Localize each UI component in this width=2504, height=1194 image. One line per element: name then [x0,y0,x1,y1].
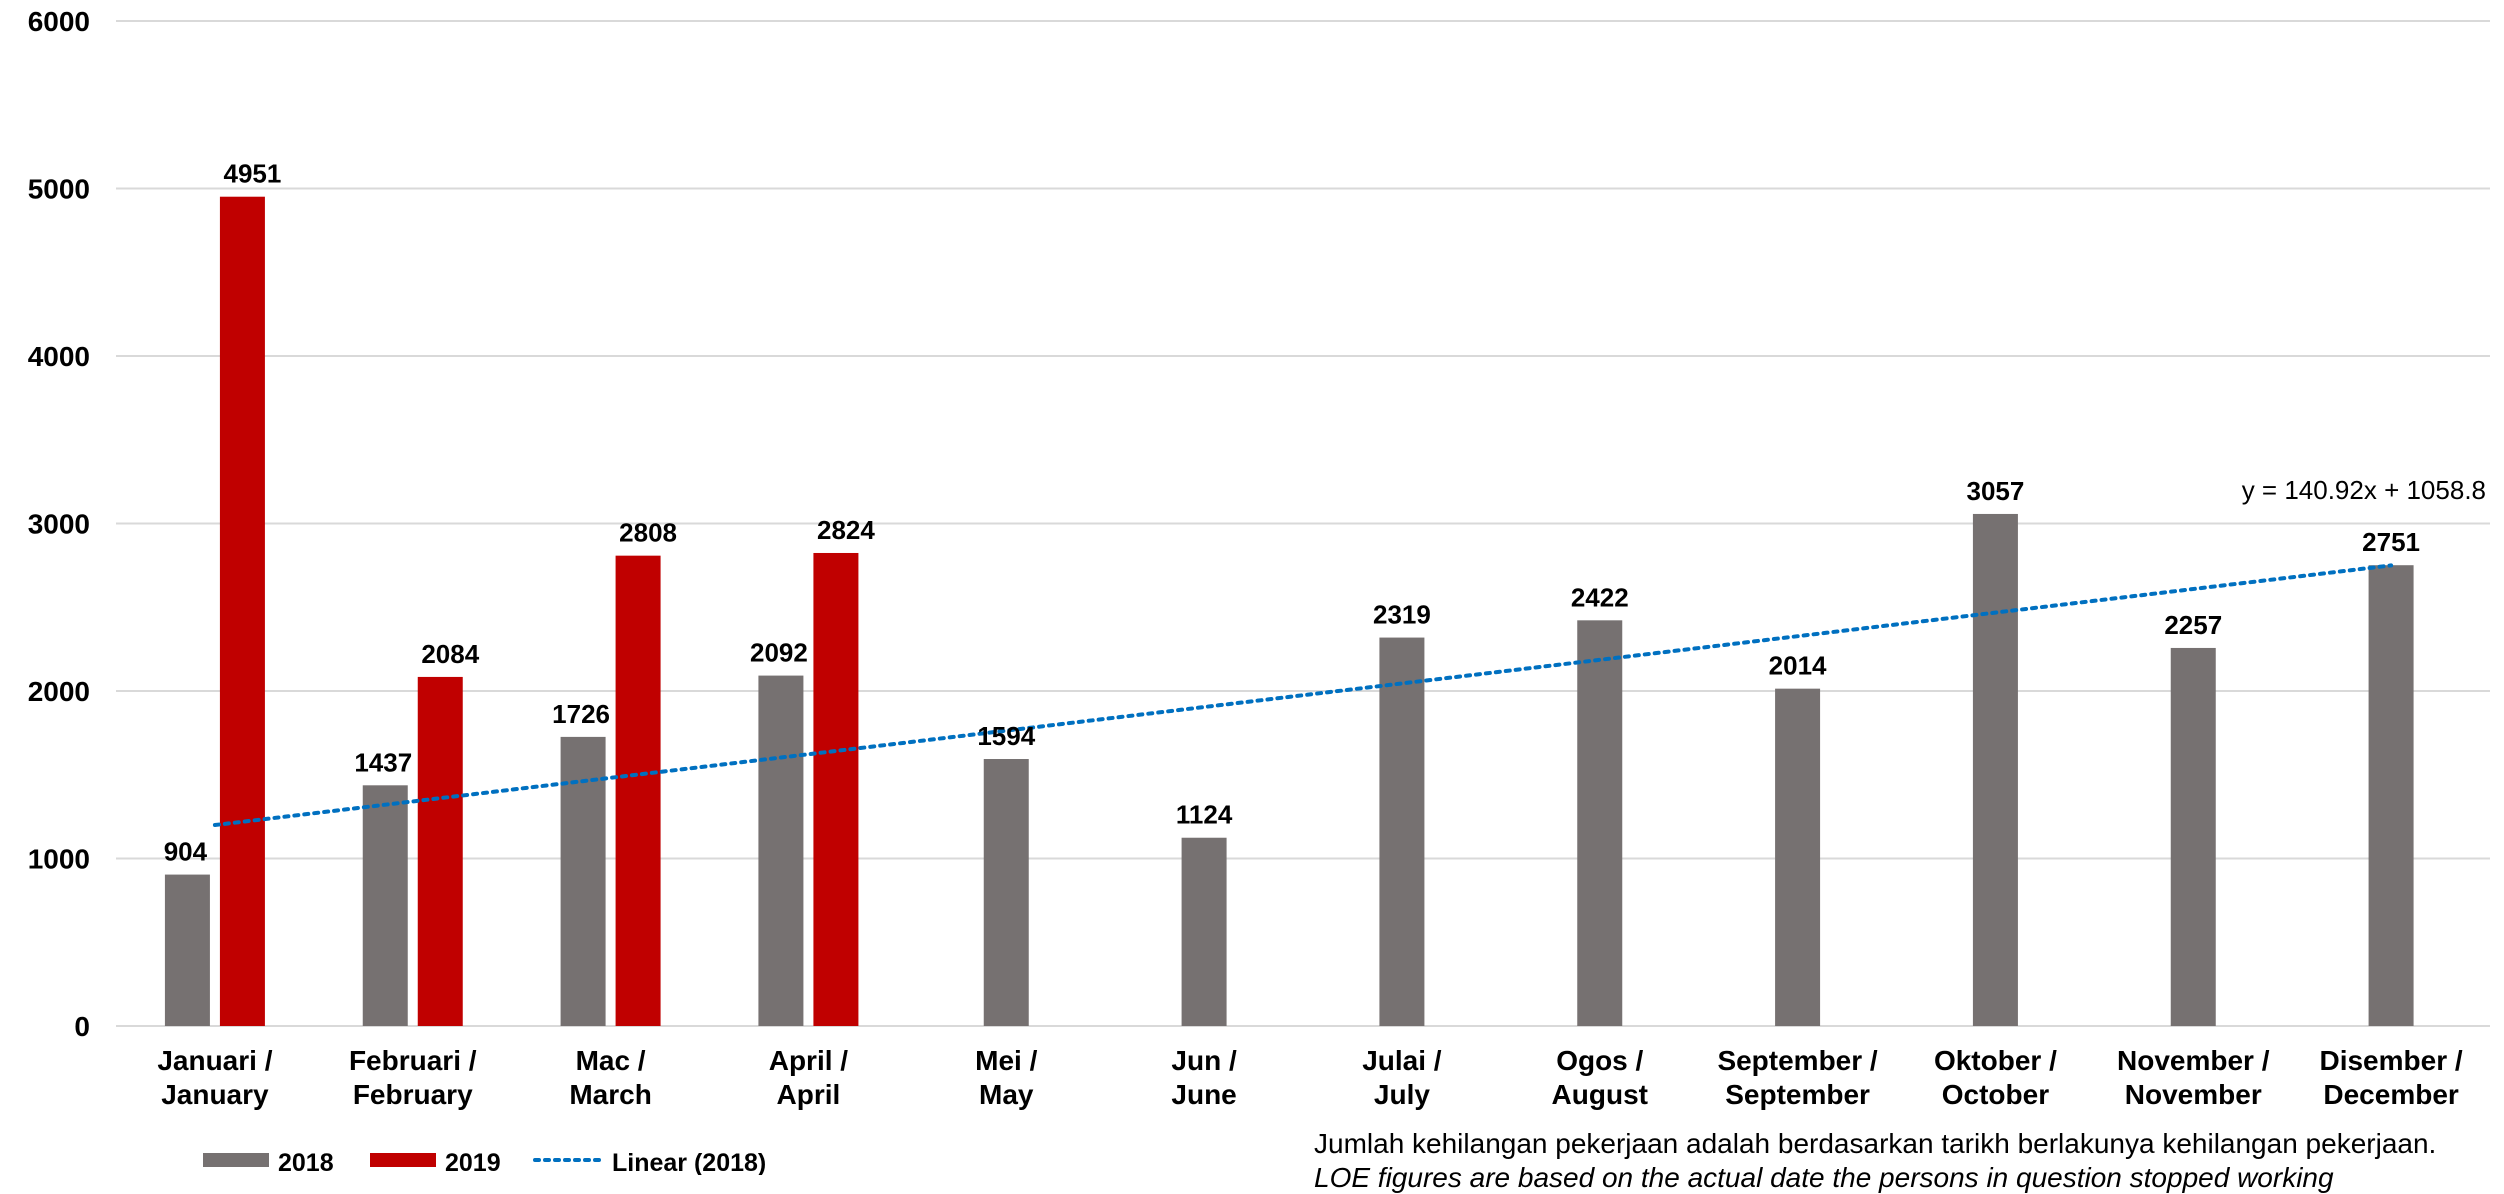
bars [164,196,2414,1026]
bar-2018 [1775,688,1821,1026]
data-label-2019: 2824 [817,515,875,545]
data-label-2019: 2808 [619,518,677,548]
legend-label-linear: Linear (2018) [612,1149,766,1175]
data-label-2018: 904 [164,837,208,867]
data-label-2018: 2319 [1373,600,1431,630]
footnote-malay: Jumlah kehilangan pekerjaan adalah berda… [1314,1128,2437,1159]
data-label-2018: 2422 [1571,582,1629,612]
bar-2018 [560,736,606,1026]
data-label-2018: 1726 [552,699,610,729]
x-category-label: April / April [769,1045,849,1110]
x-category-label: Julai / July [1362,1045,1442,1110]
y-tick-label: 6000 [28,6,90,37]
legend: 2018 2019 Linear (2018) [203,1149,766,1175]
data-label-2018: 1437 [354,747,412,777]
bar-2018 [1577,620,1623,1026]
x-category-label: Ogos / August [1552,1045,1648,1110]
x-category-label: Jun / June [1171,1045,1237,1110]
x-category-label: Februari / February [349,1045,477,1110]
legend-label-2019: 2019 [445,1149,501,1175]
bar-2018 [362,785,408,1026]
bar-2018 [164,874,210,1026]
bar-2018 [758,675,804,1026]
data-label-2018: 2257 [2164,610,2222,640]
legend-label-2018: 2018 [278,1149,334,1175]
trendline-equation: y = 140.92x + 1058.8 [2242,475,2486,505]
trendline [212,563,2394,828]
x-category-label: Januari / January [157,1045,272,1110]
x-category-label: Mei / May [975,1045,1037,1110]
data-label-2018: 3057 [1966,476,2024,506]
bar-2018 [1379,637,1425,1026]
y-axis: 0 1000 2000 3000 4000 5000 6000 [28,6,90,1042]
y-tick-label: 3000 [28,509,90,540]
x-category-label: September / September [1717,1045,1877,1110]
data-label-2018: 1594 [977,721,1035,751]
bar-2019 [219,196,265,1026]
bar-2018 [983,759,1029,1026]
data-label-2018: 2751 [2362,527,2420,557]
bar-2018 [2368,565,2414,1026]
x-category-label: November / November [2117,1045,2270,1110]
bar-2018 [1181,837,1227,1026]
y-tick-label: 4000 [28,341,90,372]
bar-2018 [1972,513,2018,1026]
x-category-label: Mac / March [569,1045,651,1110]
y-tick-label: 0 [74,1011,90,1042]
trendline-linear-2018 [212,563,2394,828]
footnote-english: LOE figures are based on the actual date… [1314,1162,2334,1193]
x-category-label: Oktober / October [1934,1045,2057,1110]
y-tick-label: 1000 [28,844,90,875]
x-category-label: Disember / December [2319,1045,2462,1110]
bar-2019 [615,555,661,1026]
bar-2019 [417,676,463,1026]
bar-2018 [2170,647,2216,1026]
data-label-2018: 2092 [750,638,808,668]
bar-2019 [813,552,859,1026]
x-axis: Januari / January Februari / February Mac / M… [157,1045,2463,1110]
data-label-2019: 4951 [223,159,281,189]
data-label-2018: 2014 [1769,651,1827,681]
legend-swatch-2018 [203,1153,269,1167]
data-label-2018: 1124 [1176,800,1233,830]
gridlines [116,20,2490,1027]
data-label-2019: 2084 [421,639,479,669]
legend-swatch-2019 [370,1153,436,1167]
data-labels: 904 4951 1437 2084 1726 2808 2092 2824 1594 1124 2… [164,159,2420,867]
y-tick-label: 2000 [28,676,90,707]
y-tick-label: 5000 [28,174,90,205]
